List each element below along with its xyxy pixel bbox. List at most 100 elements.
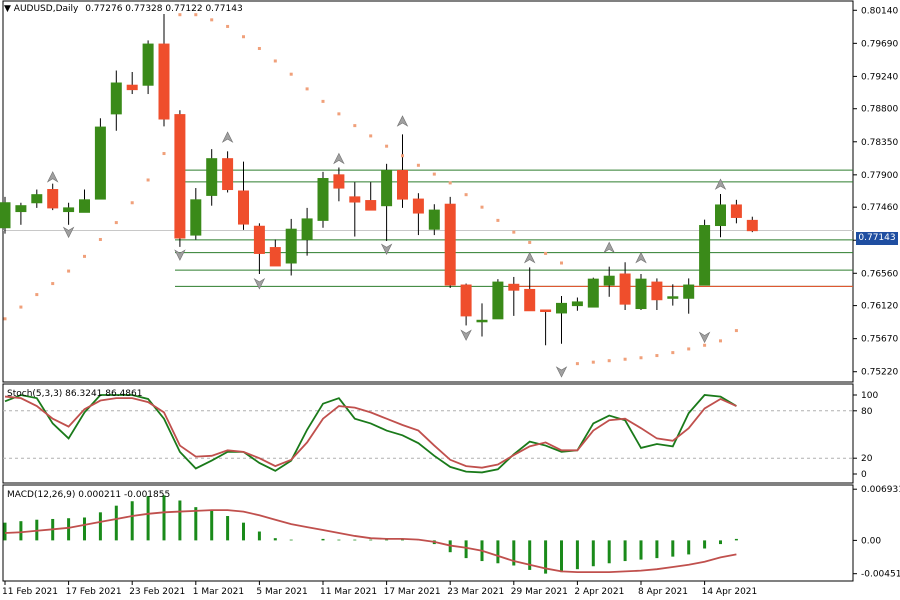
candle xyxy=(619,262,631,311)
candle-body xyxy=(206,158,218,196)
sar-dot xyxy=(734,329,738,333)
candle-body xyxy=(15,205,27,213)
sar-dot xyxy=(703,343,707,347)
candle-body xyxy=(349,196,361,203)
stoch-main-line xyxy=(4,394,737,474)
time-axis-label: 1 Mar 2021 xyxy=(193,587,244,597)
symbol-label: AUDUSD,Daily xyxy=(13,4,79,14)
candle-body xyxy=(381,169,393,207)
time-axis-label: 11 Feb 2021 xyxy=(2,587,58,597)
fractal-down-arrow xyxy=(460,329,472,341)
macd-axis-label: -0.00451 xyxy=(861,570,900,580)
fractal-down-arrow xyxy=(62,226,75,239)
sar-dot xyxy=(607,359,611,363)
sar-dot xyxy=(416,163,420,167)
candle xyxy=(126,71,138,95)
candle xyxy=(253,223,265,275)
candle xyxy=(0,196,11,234)
candle-body xyxy=(412,198,424,214)
candle xyxy=(492,279,504,320)
time-axis-label: 29 Mar 2021 xyxy=(511,587,568,597)
candle-body xyxy=(47,189,59,209)
fractal-up-arrow xyxy=(523,251,536,264)
sar-dot xyxy=(448,181,452,185)
candle-body xyxy=(31,194,43,204)
price-axis-label: 0.80140 xyxy=(861,6,898,16)
time-axis-label: 17 Feb 2021 xyxy=(66,587,122,597)
candle xyxy=(587,277,599,308)
candle-body xyxy=(556,302,567,314)
candle xyxy=(746,216,758,233)
sar-dot xyxy=(528,240,532,244)
fractal-up-arrow xyxy=(635,251,647,264)
candle-body xyxy=(715,204,726,227)
candle xyxy=(603,266,615,297)
candle xyxy=(428,204,440,236)
sar-dot xyxy=(353,124,357,128)
candle xyxy=(397,134,408,208)
sar-dot xyxy=(289,72,293,76)
candle xyxy=(301,207,313,256)
macd-title: MACD(12,26,9) 0.000211 -0.001855 xyxy=(7,490,170,500)
candle-body xyxy=(285,228,297,264)
fractal-down-arrow xyxy=(555,366,568,378)
fractal-up-arrow xyxy=(46,171,59,183)
stoch-axis-label: 20 xyxy=(861,454,873,464)
stoch-panel-frame xyxy=(2,383,854,484)
stoch-axis-label: 100 xyxy=(861,391,878,401)
sar-dot xyxy=(639,356,643,360)
sar-dot xyxy=(19,305,23,309)
candle xyxy=(269,239,281,267)
fractal-up-arrow xyxy=(333,152,345,165)
candle-body xyxy=(540,309,552,313)
sar-dot xyxy=(369,134,373,138)
candle xyxy=(412,193,424,236)
candle-body xyxy=(397,169,408,200)
candle-body xyxy=(683,284,695,299)
candle-body xyxy=(460,284,472,317)
symbol-dropdown-icon[interactable]: ▼ xyxy=(4,4,11,14)
stoch-title: Stoch(5,3,3) 86.3241 86.4861 xyxy=(7,389,142,399)
fractal-down-arrow xyxy=(380,243,393,255)
candle-body xyxy=(142,43,154,86)
time-axis-label: 11 Mar 2021 xyxy=(320,587,377,597)
sar-dot xyxy=(83,254,86,258)
candle-body xyxy=(94,126,106,200)
candle xyxy=(730,199,742,224)
price-axis-label: 0.75220 xyxy=(861,368,898,378)
symbol-header: ▼ AUDUSD,Daily 0.77276 0.77328 0.77122 0… xyxy=(4,4,243,14)
price-axis-label: 0.77900 xyxy=(861,171,898,181)
price-axis-label: 0.78350 xyxy=(861,138,898,148)
candle xyxy=(142,40,154,95)
sar-dot xyxy=(591,360,595,364)
candle-body xyxy=(476,319,488,323)
candle xyxy=(158,13,170,127)
sar-dot xyxy=(114,221,118,225)
candle-body xyxy=(238,190,249,225)
candle xyxy=(460,283,472,326)
candle-body xyxy=(619,273,631,305)
candle-body xyxy=(253,225,265,254)
candle-body xyxy=(269,247,281,267)
candle-body xyxy=(651,281,663,301)
candle xyxy=(79,189,90,213)
candle xyxy=(651,278,663,311)
candle xyxy=(699,219,711,286)
time-axis-label: 14 Apr 2021 xyxy=(702,587,758,597)
time-axis-label: 2 Apr 2021 xyxy=(574,587,624,597)
sar-dot xyxy=(655,354,659,358)
candle xyxy=(683,278,695,314)
candle xyxy=(635,274,647,311)
sar-dot xyxy=(257,46,261,50)
candle xyxy=(715,193,726,238)
price-axis-label: 0.78800 xyxy=(861,105,898,115)
candle-body xyxy=(190,199,202,236)
candle xyxy=(206,149,218,206)
sar-dot xyxy=(623,357,627,361)
sar-dot xyxy=(146,178,150,182)
sar-dot xyxy=(560,261,563,265)
sar-dot xyxy=(210,18,214,22)
candle-body xyxy=(158,43,170,120)
